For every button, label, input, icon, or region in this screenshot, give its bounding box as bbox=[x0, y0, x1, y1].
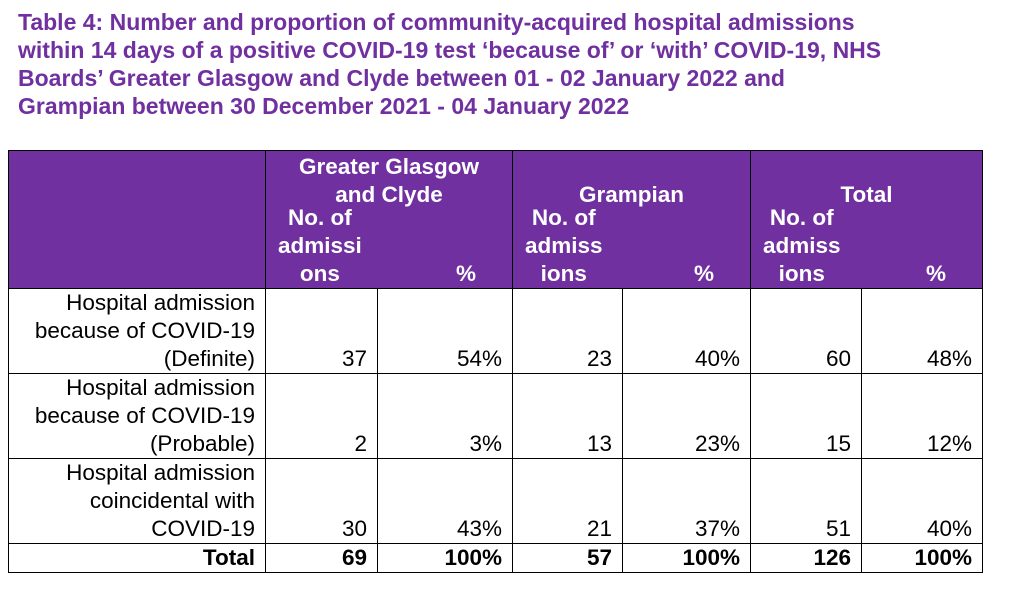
cell-count: 15 bbox=[750, 373, 862, 459]
row-label: Hospital admission coincidental with COV… bbox=[8, 458, 266, 544]
cell-count: 23 bbox=[512, 288, 623, 374]
count-column-header: No. of admiss ions bbox=[763, 205, 841, 286]
row-label: Hospital admission because of COVID-19 (… bbox=[8, 373, 266, 459]
cell-count: 51 bbox=[750, 458, 862, 544]
percent-column-header: % bbox=[455, 261, 476, 286]
header-blank-cell bbox=[8, 150, 266, 289]
cell-percent: 54% bbox=[377, 288, 513, 374]
cell-count: 30 bbox=[265, 458, 378, 544]
total-count: 57 bbox=[512, 543, 623, 573]
total-label: Total bbox=[8, 543, 266, 573]
cell-count: 37 bbox=[265, 288, 378, 374]
admissions-table: Greater Glasgow and Clyde No. of admissi… bbox=[8, 150, 983, 573]
cell-percent: 40% bbox=[861, 458, 983, 544]
cell-percent: 37% bbox=[622, 458, 751, 544]
cell-percent: 40% bbox=[622, 288, 751, 374]
cell-percent: 3% bbox=[377, 373, 513, 459]
cell-count: 2 bbox=[265, 373, 378, 459]
header-group-total: Total No. of admiss ions % bbox=[750, 150, 983, 289]
percent-column-header: % bbox=[925, 261, 946, 286]
percent-column-header: % bbox=[693, 261, 714, 286]
cell-count: 13 bbox=[512, 373, 623, 459]
table-row: Hospital admission because of COVID-19 (… bbox=[8, 373, 983, 459]
total-percent: 100% bbox=[622, 543, 751, 573]
row-label: Hospital admission because of COVID-19 (… bbox=[8, 288, 266, 374]
cell-percent: 23% bbox=[622, 373, 751, 459]
group-name: Total bbox=[840, 182, 893, 207]
cell-percent: 48% bbox=[861, 288, 983, 374]
header-row: Greater Glasgow and Clyde No. of admissi… bbox=[8, 150, 983, 289]
group-name: Grampian bbox=[578, 182, 685, 207]
cell-count: 60 bbox=[750, 288, 862, 374]
table-row: Hospital admission coincidental with COV… bbox=[8, 458, 983, 544]
table-row: Hospital admission because of COVID-19 (… bbox=[8, 288, 983, 374]
cell-percent: 12% bbox=[861, 373, 983, 459]
total-count: 126 bbox=[750, 543, 862, 573]
table-title: Table 4: Number and proportion of commun… bbox=[18, 8, 1018, 120]
total-percent: 100% bbox=[861, 543, 983, 573]
cell-count: 21 bbox=[512, 458, 623, 544]
title-line: Table 4: Number and proportion of commun… bbox=[18, 9, 855, 35]
group-name: and Clyde bbox=[335, 182, 443, 207]
total-percent: 100% bbox=[377, 543, 513, 573]
cell-percent: 43% bbox=[377, 458, 513, 544]
title-line: Grampian between 30 December 2021 - 04 J… bbox=[18, 93, 630, 119]
title-line: within 14 days of a positive COVID-19 te… bbox=[18, 37, 882, 63]
group-name: Greater Glasgow bbox=[298, 154, 480, 179]
count-column-header: No. of admissi ons bbox=[278, 205, 362, 286]
header-group-greater-glasgow: Greater Glasgow and Clyde No. of admissi… bbox=[265, 150, 513, 289]
header-group-grampian: Grampian No. of admiss ions % bbox=[512, 150, 751, 289]
total-row: Total 69 100% 57 100% 126 100% bbox=[8, 543, 983, 573]
title-line: Boards’ Greater Glasgow and Clyde betwee… bbox=[18, 65, 785, 91]
total-count: 69 bbox=[265, 543, 378, 573]
count-column-header: No. of admiss ions bbox=[525, 205, 603, 286]
